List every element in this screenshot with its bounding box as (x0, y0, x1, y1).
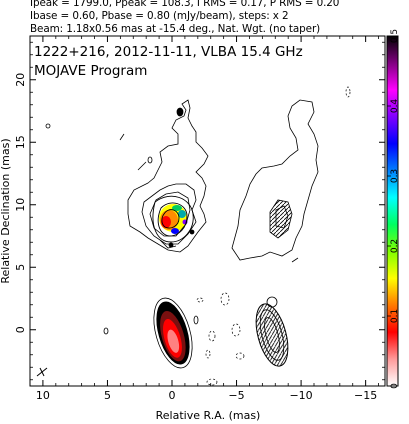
contour-layer (36, 86, 351, 386)
beam-marker (255, 303, 289, 367)
colorbar-tick-label-3: 0.3 (390, 169, 400, 183)
colorbar: 0 0.1 0.2 0.3 0.4 0.5 (386, 29, 400, 389)
colorbar-tick-label-5: 0.5 (390, 29, 400, 43)
jet-knot-emission (152, 195, 194, 243)
x-tick-label-3: −5 (228, 389, 244, 402)
stokes-i-contours (119, 99, 209, 253)
negative-contours (196, 86, 351, 386)
x-axis-label: Relative R.A. (mas) (156, 409, 261, 422)
y-tick-label-3: 15 (14, 135, 27, 149)
x-tick-label-0: 10 (36, 389, 50, 402)
positive-islands (45, 107, 278, 335)
colorbar-tick-label-4: 0.4 (390, 99, 400, 114)
y-tick-label-4: 20 (14, 73, 27, 87)
y-tick-label-0: 0 (14, 326, 27, 333)
x-tick-label-1: 5 (104, 389, 111, 402)
header-line-3: Beam: 1.18x0.56 mas at -15.4 deg., Nat. … (30, 23, 321, 35)
colorbar-bar (386, 35, 399, 387)
axis-ticks: 10 5 0 −5 −10 −15 0 5 10 15 20 (14, 36, 385, 402)
header-line-2: Ibase = 0.60, Pbase = 0.80 (mJy/beam), s… (30, 10, 289, 22)
plot-area: 10 5 0 −5 −10 −15 0 5 10 15 20 (14, 35, 386, 402)
header-line-1: Ipeak = 1799.0, Ppeak = 108.3, I RMS = 0… (30, 0, 340, 9)
restoring-beam-cross (36, 367, 48, 377)
program-label: MOJAVE Program (34, 63, 147, 79)
y-axis-label: Relative Declination (mas) (0, 138, 12, 283)
x-tick-label-4: −10 (289, 389, 312, 402)
plot-frame (29, 35, 386, 387)
y-tick-label-1: 5 (14, 264, 27, 271)
colorbar-tick-label-2: 0.2 (390, 239, 400, 253)
colorbar-tick-label-1: 0.1 (390, 309, 400, 323)
colorbar-ticks: 0 0.1 0.2 0.3 0.4 0.5 (387, 29, 400, 389)
y-tick-label-2: 10 (14, 198, 27, 212)
x-tick-label-2: 0 (169, 389, 176, 402)
polarization-contours (231, 99, 319, 263)
source-label: 1222+216, 2012-11-11, VLBA 15.4 GHz (34, 44, 303, 60)
core-emission (153, 297, 193, 369)
colorbar-tick-label-0: 0 (390, 383, 400, 389)
x-tick-label-5: −15 (354, 389, 377, 402)
